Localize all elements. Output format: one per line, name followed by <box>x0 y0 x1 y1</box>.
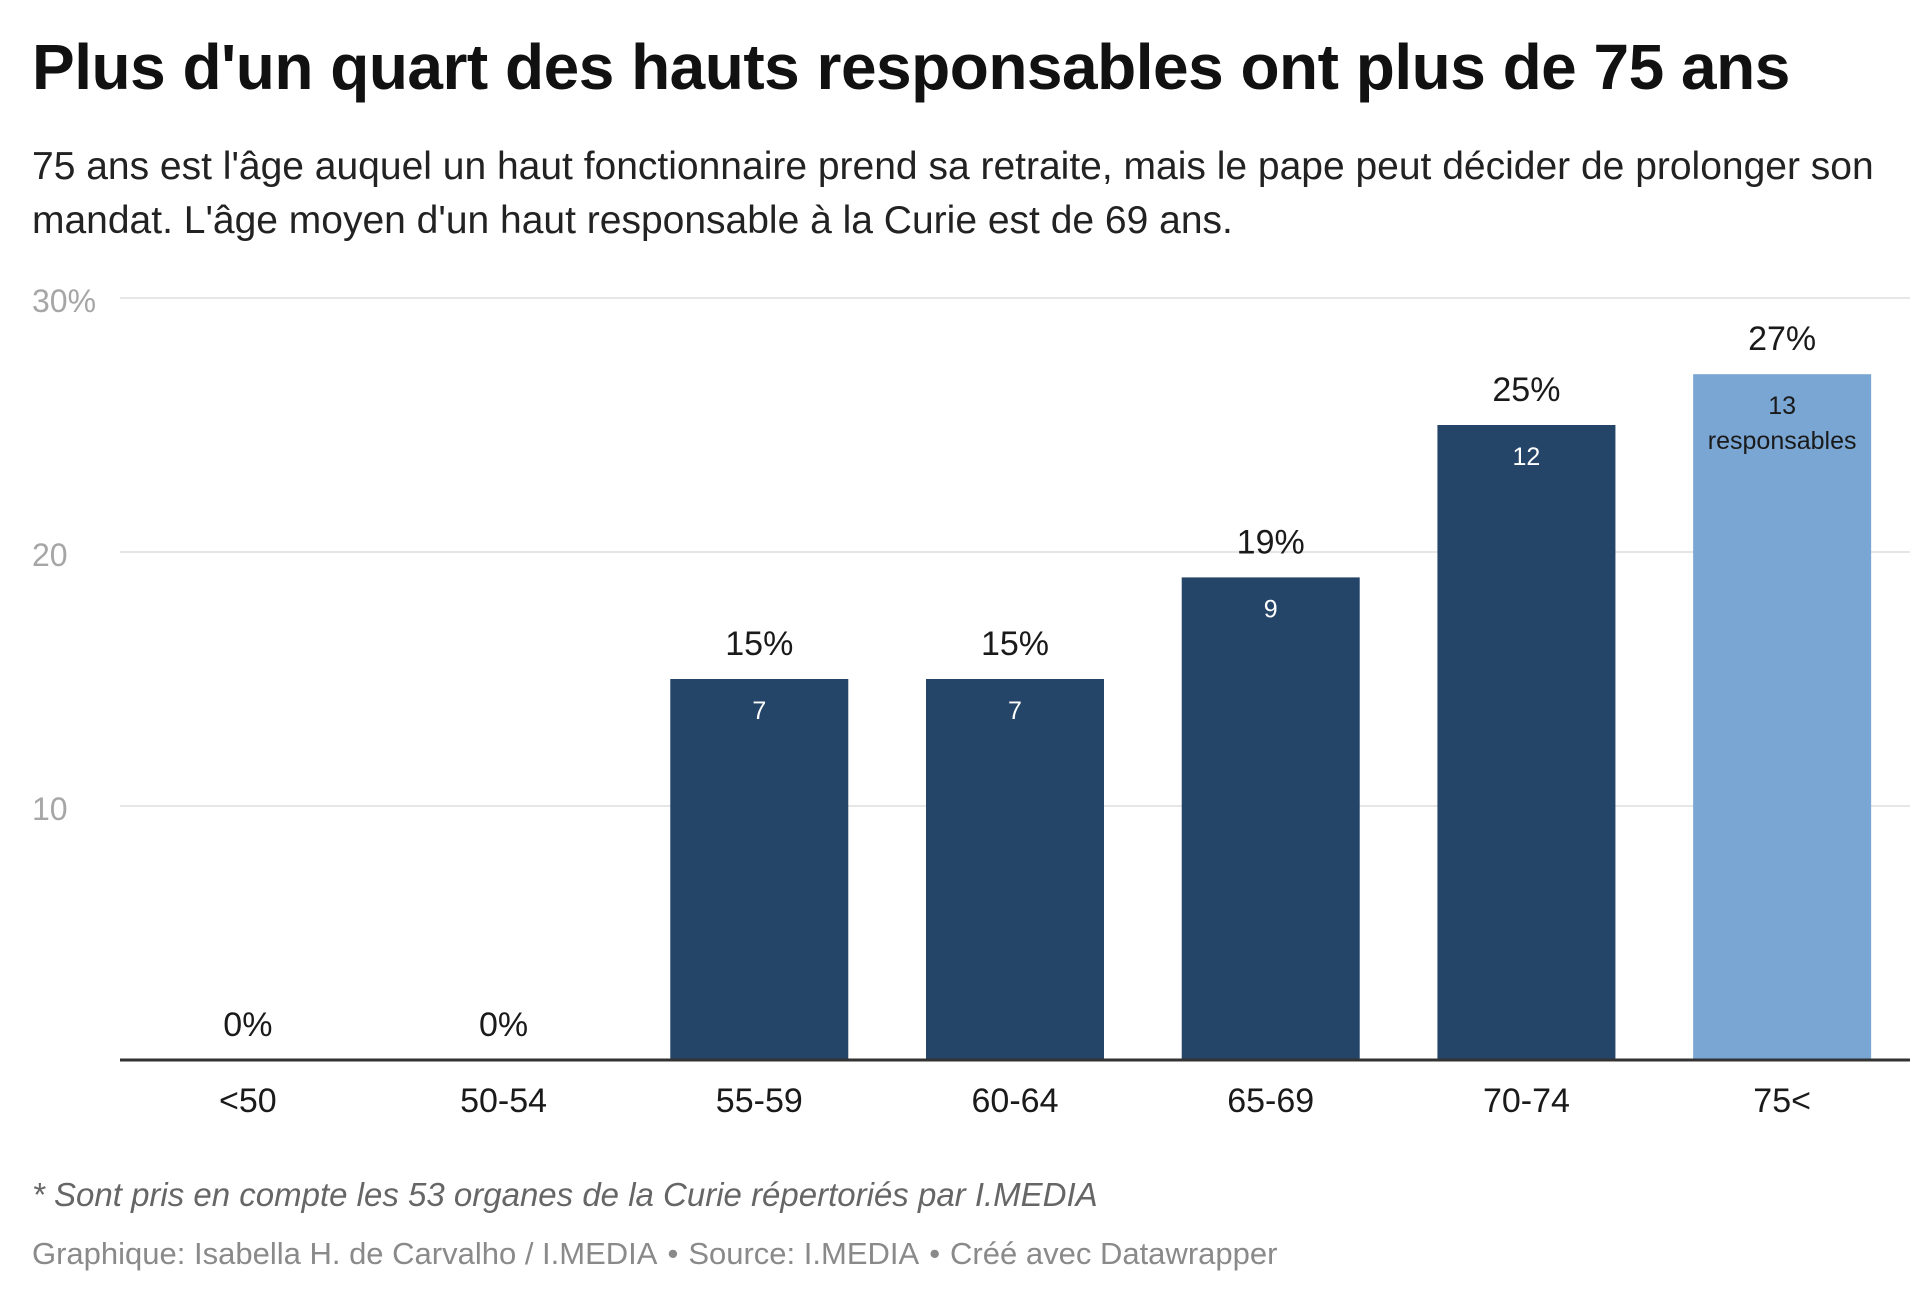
count-label: 13 <box>1768 392 1796 420</box>
chart-title: Plus d'un quart des hauts responsables o… <box>32 31 1790 103</box>
credits-line: Graphique: Isabella H. de Carvalho / I.M… <box>32 1236 1277 1272</box>
x-tick-label: 60-64 <box>972 1082 1059 1120</box>
x-tick-label: 55-59 <box>716 1082 803 1120</box>
data-label: 15% <box>981 625 1049 663</box>
x-tick-label: <50 <box>219 1082 277 1120</box>
data-label: 0% <box>223 1006 272 1044</box>
bar <box>1437 425 1616 1060</box>
data-label: 19% <box>1237 523 1305 561</box>
credit-graphic: Graphique: Isabella H. de Carvalho / I.M… <box>32 1236 658 1271</box>
data-label: 15% <box>725 625 793 663</box>
count-label: 12 <box>1513 443 1541 471</box>
chart-subtitle: 75 ans est l'âge auquel un haut fonction… <box>32 145 1874 242</box>
count-label: responsables <box>1708 427 1857 455</box>
footnote: * Sont pris en compte les 53 organes de … <box>32 1176 1098 1213</box>
y-tick-label: 20 <box>32 537 68 573</box>
y-tick-label: 10 <box>32 791 68 827</box>
x-tick-label: 75< <box>1753 1082 1811 1120</box>
bar <box>926 679 1104 1060</box>
credit-source: Source: I.MEDIA <box>688 1236 920 1271</box>
x-tick-label: 70-74 <box>1483 1082 1570 1120</box>
count-label: 9 <box>1264 595 1278 623</box>
y-tick-label: 30% <box>32 283 96 319</box>
data-label: 27% <box>1748 320 1816 358</box>
count-label: 7 <box>752 697 766 725</box>
bar <box>670 679 849 1060</box>
data-label: 0% <box>479 1006 528 1044</box>
credit-tool: Créé avec Datawrapper <box>950 1236 1278 1271</box>
bar-chart: 10 20 30% 0% <50 0% 50-54 15% 7 55-59 15% 7 60-64 19%… <box>32 283 1910 1120</box>
x-tick-label: 50-54 <box>460 1082 547 1120</box>
data-label: 25% <box>1492 371 1560 409</box>
separator-1: • <box>667 1236 679 1271</box>
x-tick-label: 65-69 <box>1227 1082 1314 1120</box>
bar <box>1693 374 1872 1060</box>
separator-2: • <box>929 1236 941 1271</box>
count-label: 7 <box>1008 697 1022 725</box>
bar <box>1181 577 1360 1060</box>
